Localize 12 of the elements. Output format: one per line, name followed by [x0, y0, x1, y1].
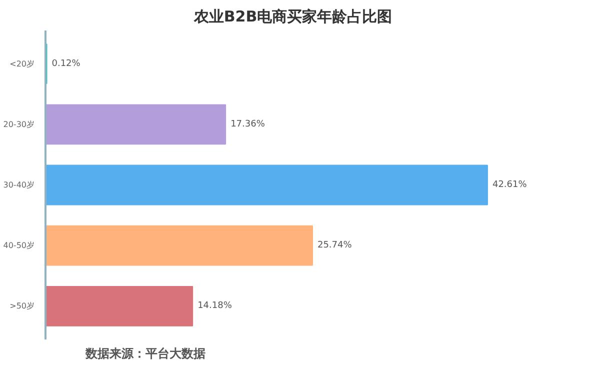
chart-title: 农业B2B电商买家年龄占比图 [192, 8, 392, 26]
y-tick-label: 40-50岁 [3, 241, 35, 250]
data-label: 42.61% [492, 180, 528, 190]
y-tick-label: 30-40岁 [3, 180, 35, 190]
data-label: 0.12% [52, 58, 81, 69]
data-label: 14.18% [198, 301, 232, 312]
data-label: 17.36% [230, 119, 266, 130]
source-note: 数据来源：平台大数据 [84, 346, 206, 360]
y-tick-label: <20岁 [10, 59, 35, 68]
y-tick-label: 20-30岁 [3, 120, 35, 129]
data-label: 25.74% [317, 240, 352, 251]
y-tick-label: >50岁 [10, 302, 35, 311]
